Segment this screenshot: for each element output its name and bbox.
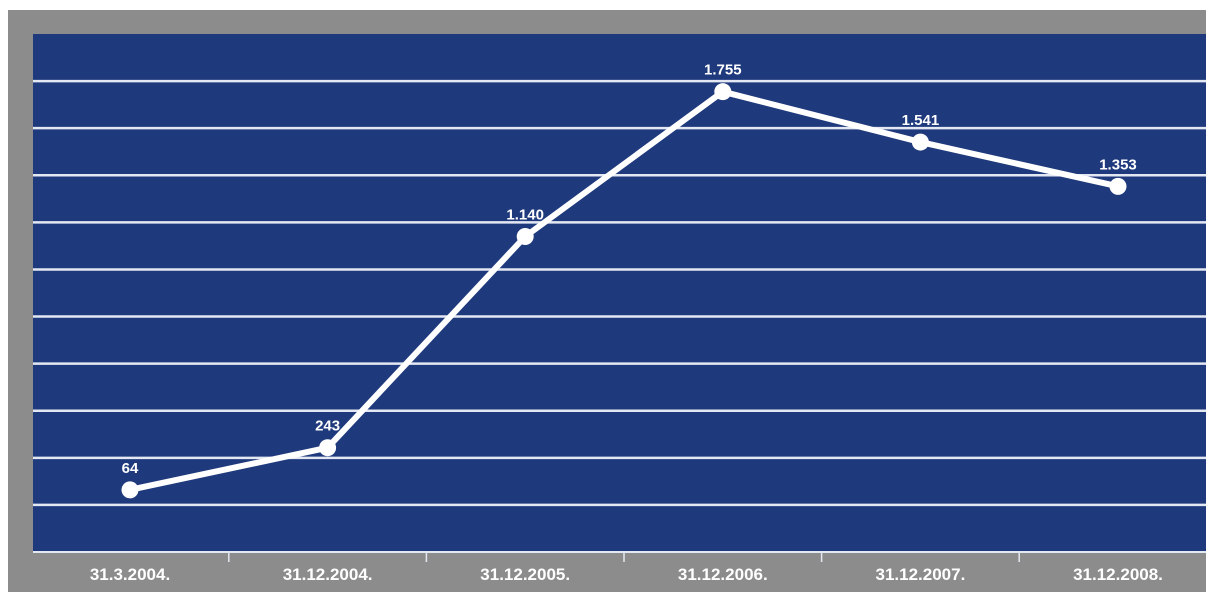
data-point bbox=[516, 227, 534, 245]
x-tick-label: 31.12.2004. bbox=[283, 565, 373, 584]
data-point bbox=[911, 133, 929, 151]
data-label: 64 bbox=[122, 460, 139, 477]
x-tick-label: 31.12.2008. bbox=[1073, 565, 1163, 584]
data-label: 1.755 bbox=[704, 62, 742, 79]
x-axis-ticks bbox=[228, 552, 1020, 562]
gridlines bbox=[33, 79, 1206, 553]
x-tick-label: 31.12.2006. bbox=[678, 565, 768, 584]
data-point bbox=[121, 481, 139, 499]
series-line bbox=[127, 88, 1121, 493]
data-point bbox=[1109, 177, 1127, 195]
x-tick-label: 31.12.2005. bbox=[480, 565, 570, 584]
data-labels: 64 243 1.140 1.755 1.541 1.353 bbox=[122, 62, 1137, 477]
data-label: 1.140 bbox=[506, 206, 544, 223]
plot-area bbox=[33, 34, 1206, 552]
data-label: 1.353 bbox=[1099, 156, 1137, 173]
data-point bbox=[319, 439, 337, 457]
x-axis-labels: 31.3.2004. 31.12.2004. 31.12.2005. 31.12.20… bbox=[90, 565, 1163, 584]
x-tick-label: 31.3.2004. bbox=[90, 565, 170, 584]
data-point bbox=[714, 83, 732, 101]
x-tick-label: 31.12.2007. bbox=[875, 565, 965, 584]
data-label: 243 bbox=[315, 418, 340, 435]
data-label: 1.541 bbox=[902, 112, 940, 129]
series-layer bbox=[121, 83, 1127, 499]
